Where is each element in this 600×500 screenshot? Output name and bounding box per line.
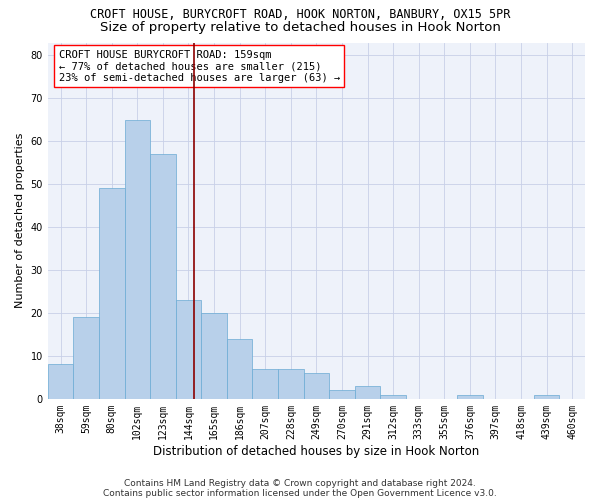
Bar — [355, 386, 380, 399]
Text: Size of property relative to detached houses in Hook Norton: Size of property relative to detached ho… — [100, 21, 500, 34]
Bar — [534, 394, 559, 399]
Bar — [457, 394, 482, 399]
Bar — [125, 120, 150, 399]
Bar — [329, 390, 355, 399]
Text: Contains HM Land Registry data © Crown copyright and database right 2024.: Contains HM Land Registry data © Crown c… — [124, 478, 476, 488]
Bar — [48, 364, 73, 399]
X-axis label: Distribution of detached houses by size in Hook Norton: Distribution of detached houses by size … — [153, 444, 479, 458]
Bar — [99, 188, 125, 399]
Y-axis label: Number of detached properties: Number of detached properties — [15, 133, 25, 308]
Bar — [73, 318, 99, 399]
Bar — [150, 154, 176, 399]
Bar — [176, 300, 201, 399]
Bar — [380, 394, 406, 399]
Bar — [304, 373, 329, 399]
Bar — [253, 369, 278, 399]
Text: CROFT HOUSE BURYCROFT ROAD: 159sqm
← 77% of detached houses are smaller (215)
23: CROFT HOUSE BURYCROFT ROAD: 159sqm ← 77%… — [59, 50, 340, 83]
Bar — [278, 369, 304, 399]
Bar — [227, 338, 253, 399]
Text: CROFT HOUSE, BURYCROFT ROAD, HOOK NORTON, BANBURY, OX15 5PR: CROFT HOUSE, BURYCROFT ROAD, HOOK NORTON… — [90, 8, 510, 20]
Text: Contains public sector information licensed under the Open Government Licence v3: Contains public sector information licen… — [103, 488, 497, 498]
Bar — [201, 313, 227, 399]
